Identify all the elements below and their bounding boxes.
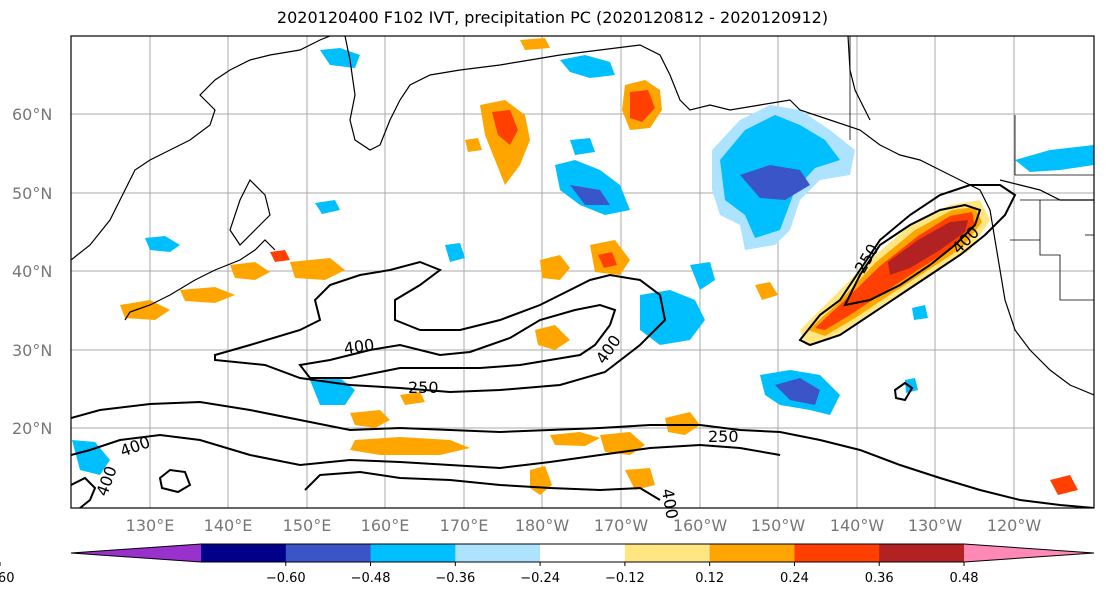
- colorbar-segment: [370, 544, 456, 562]
- map-title: 2020120400 F102 IVT, precipitation PC (2…: [276, 8, 829, 27]
- colorbar-segment: [709, 544, 795, 562]
- lon-label: 170°E: [440, 516, 489, 535]
- lat-label: 20°N: [12, 419, 52, 438]
- lon-label: 140°E: [204, 516, 253, 535]
- colorbar-segment: [455, 544, 541, 562]
- precip-negative-shading: [72, 48, 1094, 475]
- colorbar-tick-label: −0.12: [605, 571, 645, 586]
- map-frame: [70, 35, 1095, 509]
- colorbar-tick-label: −0.60: [266, 571, 306, 586]
- colorbar-segment: [879, 544, 965, 562]
- lat-label: 50°N: [12, 184, 52, 203]
- colorbar-outline: [70, 543, 1095, 563]
- lat-label: 40°N: [12, 262, 52, 281]
- lon-label: 130°W: [908, 516, 963, 535]
- lon-label: 140°W: [830, 516, 885, 535]
- lat-label: 60°N: [12, 105, 52, 124]
- colorbar-tick-label: −0.48: [351, 571, 391, 586]
- colorbar-segment: [285, 544, 372, 562]
- colorbar-tick-label: 0.60: [0, 571, 14, 586]
- lon-label: 160°W: [673, 516, 728, 535]
- borders: [849, 36, 1094, 301]
- colorbar-tick-label: 0.48: [950, 571, 979, 586]
- colorbar: −0.60 −0.48 −0.36 −0.24 −0.12 0.12 0.24 0.36 0.4…: [0, 543, 1095, 586]
- lon-label: 150°W: [751, 516, 806, 535]
- contour-label: 250: [708, 427, 739, 446]
- colorbar-segment: [624, 544, 711, 562]
- lon-label: 180°W: [515, 516, 570, 535]
- colorbar-extend-high: [964, 544, 1094, 562]
- lon-label: 120°W: [987, 516, 1042, 535]
- contour-label: 250: [408, 378, 439, 397]
- longitude-labels: 130°E 140°E 150°E 160°E 170°E 180°W 170°…: [126, 516, 1042, 535]
- lat-label: 30°N: [12, 341, 52, 360]
- colorbar-segment: [201, 544, 287, 562]
- ivt-contours: [71, 184, 1094, 508]
- contour-label: 400: [343, 335, 376, 358]
- lon-label: 150°E: [283, 516, 332, 535]
- colorbar-tick-label: −0.36: [435, 571, 475, 586]
- latitude-labels: 60°N 50°N 40°N 30°N 20°N: [12, 105, 52, 438]
- lon-label: 170°W: [594, 516, 649, 535]
- colorbar-segment: [540, 544, 626, 562]
- coastlines: [71, 36, 1094, 396]
- colorbar-extend-low: [71, 544, 201, 562]
- colorbar-tick-label: 0.12: [695, 571, 724, 586]
- colorbar-tick-label: −0.24: [520, 571, 560, 586]
- lon-label: 130°E: [126, 516, 175, 535]
- colorbar-tick-label: 0.36: [865, 571, 894, 586]
- colorbar-segment: [794, 544, 880, 562]
- lon-label: 160°E: [361, 516, 410, 535]
- colorbar-tick-label: 0.24: [780, 571, 809, 586]
